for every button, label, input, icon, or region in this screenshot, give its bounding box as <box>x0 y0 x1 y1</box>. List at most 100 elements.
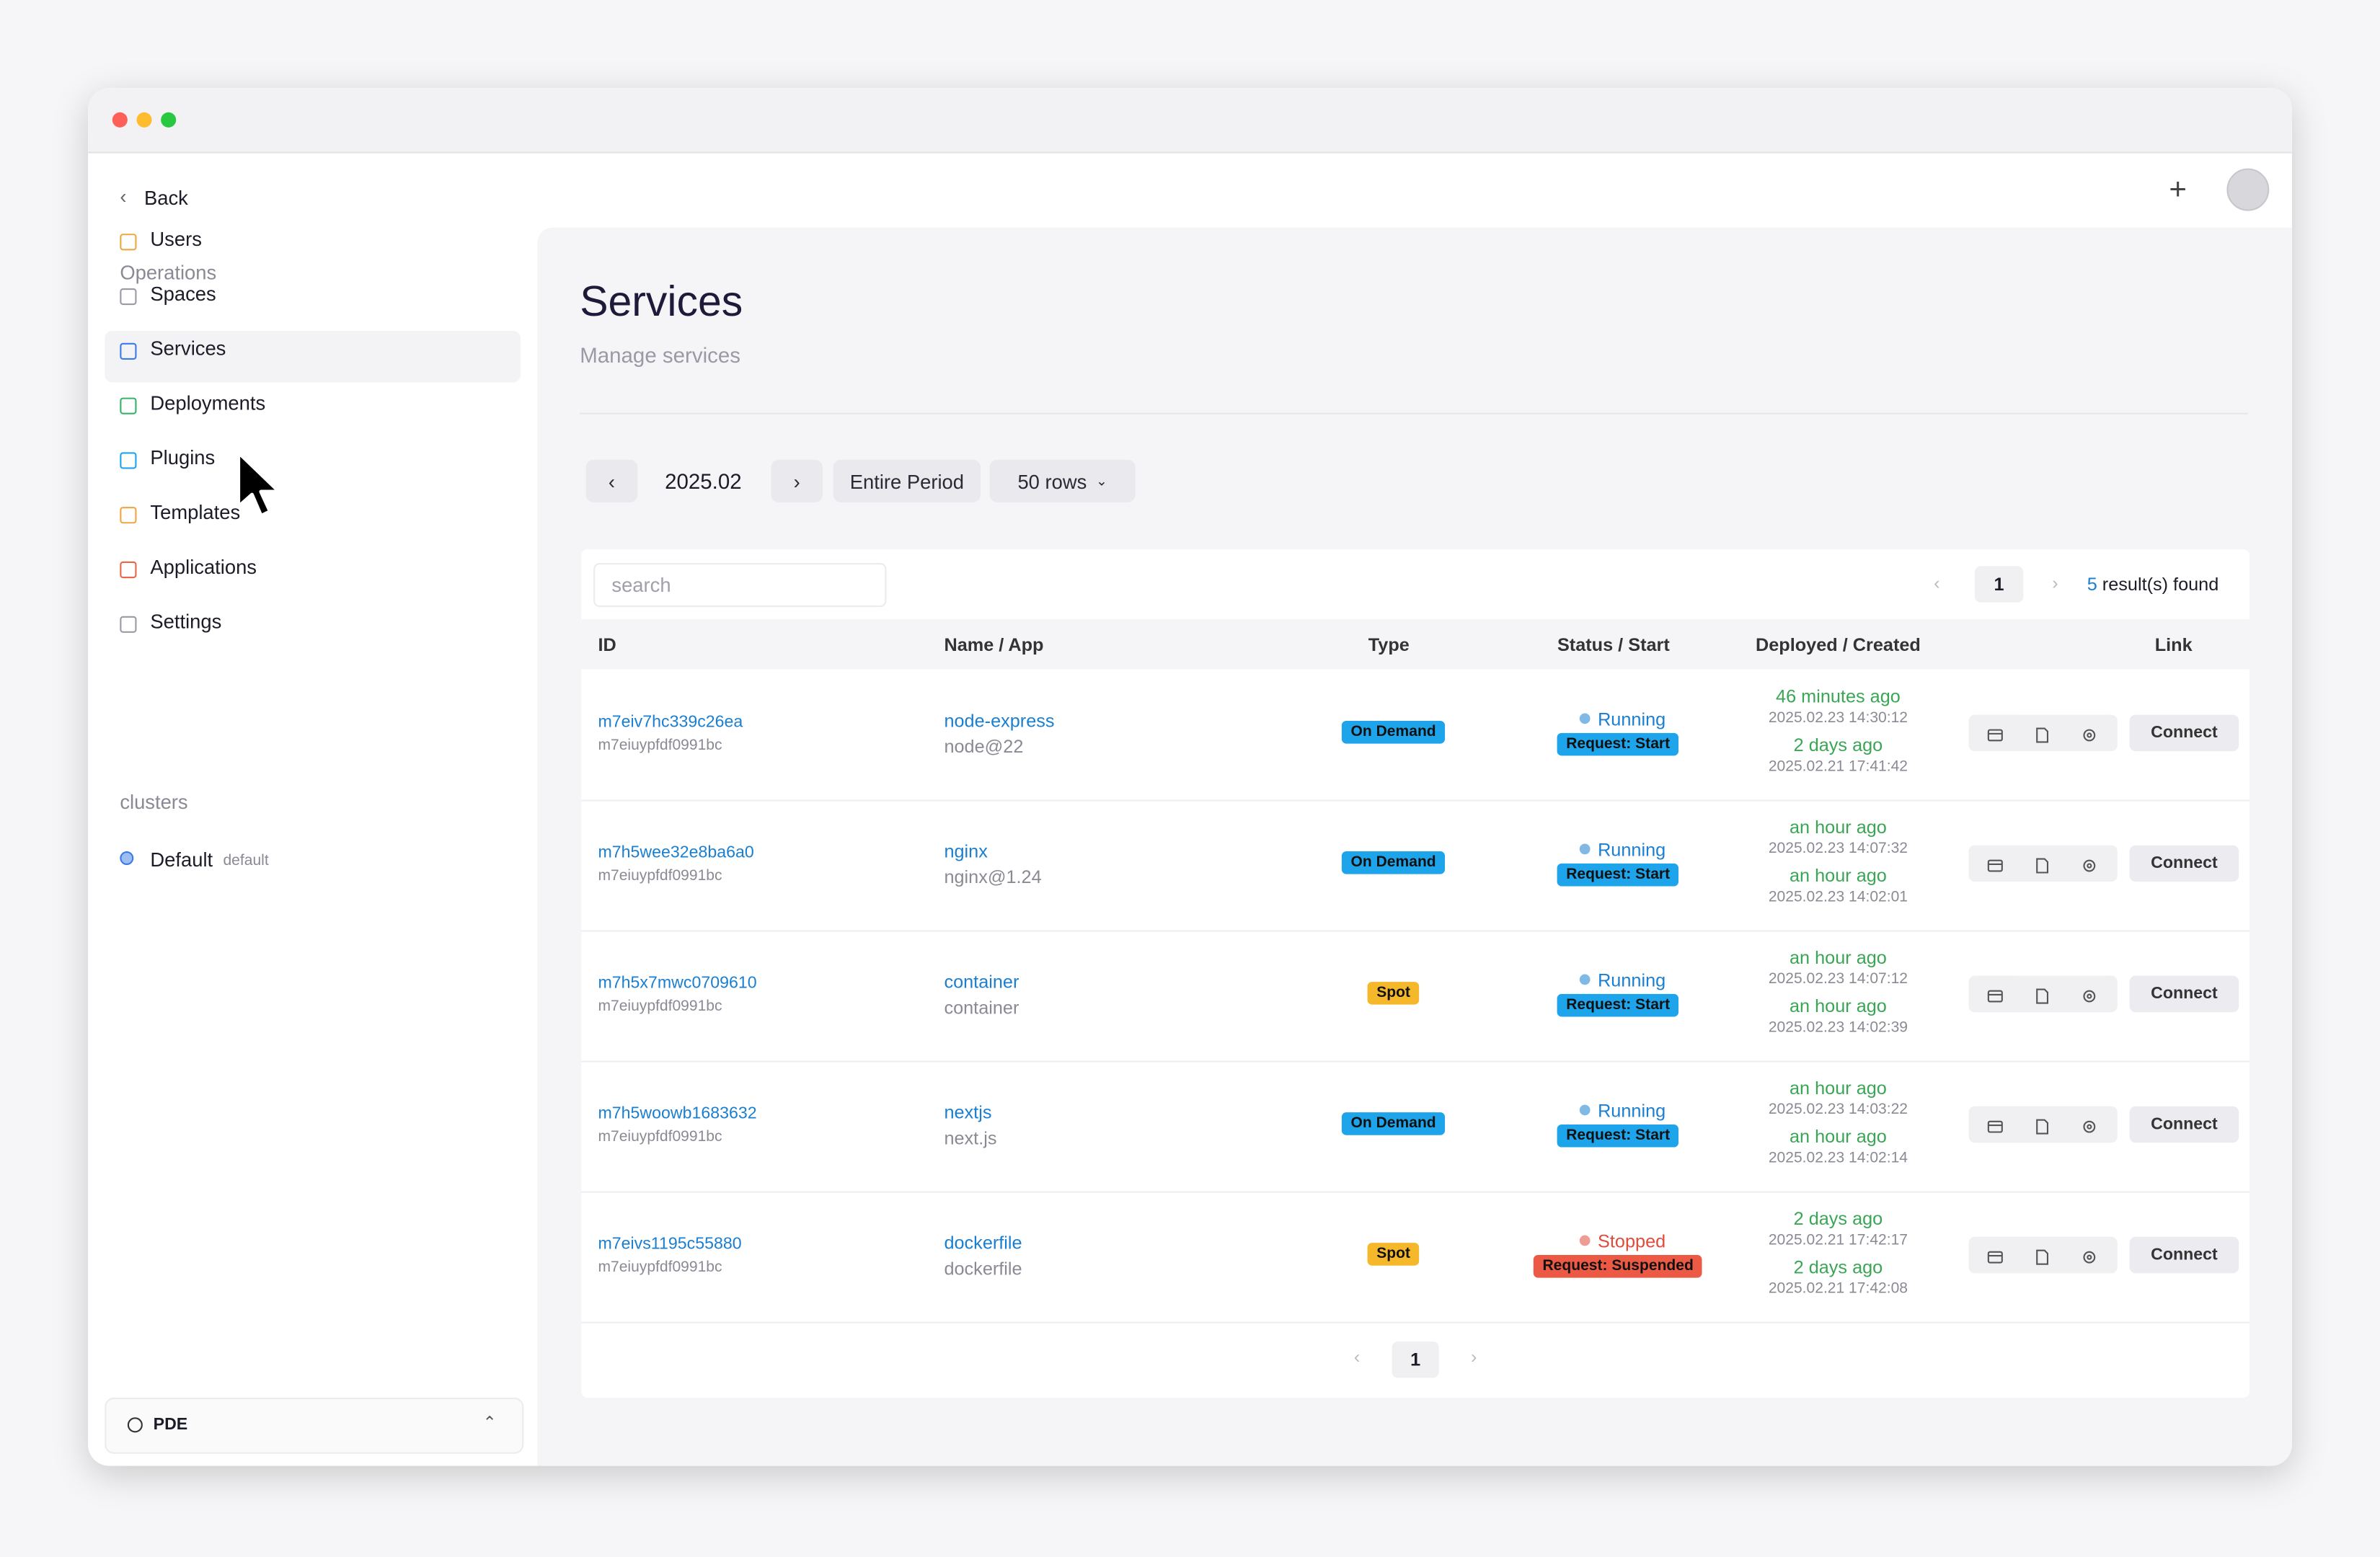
column-header: Name / App <box>944 634 1044 656</box>
service-name[interactable]: nginx <box>944 840 988 862</box>
action-icon[interactable] <box>2081 854 2097 872</box>
rows-label: 50 rows <box>1017 469 1087 493</box>
service-name[interactable]: dockerfile <box>944 1232 1022 1254</box>
status-dot <box>1579 713 1591 724</box>
app-name: node@22 <box>944 736 1024 758</box>
status: Stopped <box>1579 1230 1665 1252</box>
nav-item[interactable]: Services <box>150 337 226 360</box>
section-title: Operations <box>120 261 217 284</box>
action-icon[interactable] <box>1987 724 2004 742</box>
nav-item[interactable]: Deployments <box>150 391 266 414</box>
action-icon[interactable] <box>2081 985 2097 1003</box>
nav-icon <box>120 234 137 251</box>
nav-icon <box>120 452 137 469</box>
status: Running <box>1579 709 1665 730</box>
footer-box[interactable]: PDE ⌃ <box>105 1397 524 1454</box>
status: Running <box>1579 970 1665 991</box>
service-id[interactable]: m7h5wee32e8ba6a0 <box>598 843 754 862</box>
page-next[interactable]: › <box>2052 572 2058 594</box>
row-divider <box>581 1321 2250 1323</box>
action-icon[interactable] <box>2034 985 2051 1004</box>
column-header: Type <box>1368 634 1410 656</box>
maximize-dot[interactable] <box>161 112 177 128</box>
service-id[interactable]: m7eiv7hc339c26ea <box>598 713 743 732</box>
service-id[interactable]: m7eivs1195c55880 <box>598 1235 742 1254</box>
created-ago: an hour ago <box>1790 1126 1887 1148</box>
page-prev[interactable]: ‹ <box>1934 572 1940 594</box>
minimize-dot[interactable] <box>136 112 152 128</box>
connect-button[interactable]: Connect <box>2129 845 2239 882</box>
nav-item[interactable]: Plugins <box>150 445 216 469</box>
table-header <box>581 618 2250 670</box>
nav-item[interactable]: Users <box>150 227 202 251</box>
created-at: 2025.02.23 14:02:14 <box>1768 1150 1908 1167</box>
cluster-icon <box>120 851 134 865</box>
service-id[interactable]: m7h5x7mwc0709610 <box>598 974 757 993</box>
action-icon[interactable] <box>2081 1246 2097 1264</box>
status-dot <box>1579 1104 1591 1116</box>
rows-select[interactable]: 50 rows ⌄ <box>989 459 1136 502</box>
service-name[interactable]: node-express <box>944 710 1055 732</box>
footer-chevron: ⌃ <box>482 1414 497 1433</box>
action-icon[interactable] <box>2034 854 2051 874</box>
request-badge: Request: Suspended <box>1533 1255 1703 1278</box>
nav-item[interactable]: Settings <box>150 610 222 633</box>
app-name: dockerfile <box>944 1258 1022 1279</box>
action-icon[interactable] <box>1987 854 2004 872</box>
bottom-prev[interactable]: ‹ <box>1353 1346 1361 1367</box>
status-dot <box>1579 1235 1591 1246</box>
action-icon[interactable] <box>1987 1246 2004 1264</box>
page-title: Services <box>580 278 743 325</box>
app-name: nginx@1.24 <box>944 866 1042 888</box>
action-icon[interactable] <box>2081 724 2097 742</box>
action-icon[interactable] <box>2034 1246 2051 1265</box>
action-icon[interactable] <box>2081 1115 2097 1133</box>
cluster-name[interactable]: Default <box>150 848 213 871</box>
back-link[interactable]: Back <box>143 186 188 210</box>
page-current[interactable]: 1 <box>1974 566 2024 603</box>
service-name[interactable]: container <box>944 971 1019 993</box>
back-chevron[interactable]: ‹ <box>120 185 127 208</box>
window: + ‹ Back Operations clusters Default def… <box>88 88 2292 1466</box>
action-group <box>1968 1106 2118 1143</box>
nav-item[interactable]: Applications <box>150 555 257 579</box>
range-button[interactable]: Entire Period <box>833 459 981 502</box>
created-at: 2025.02.21 17:42:08 <box>1768 1280 1908 1298</box>
action-icon[interactable] <box>1987 1115 2004 1133</box>
cluster-tag: default <box>223 853 269 870</box>
avatar[interactable] <box>2226 168 2270 211</box>
connect-button[interactable]: Connect <box>2129 1236 2239 1274</box>
next-period[interactable]: › <box>771 459 823 502</box>
connect-button[interactable]: Connect <box>2129 714 2239 752</box>
column-header: Deployed / Created <box>1756 634 1921 656</box>
nav-item[interactable]: Spaces <box>150 282 216 306</box>
nav-item[interactable]: Templates <box>150 500 241 524</box>
created-ago: 2 days ago <box>1793 1256 1883 1278</box>
prev-period[interactable]: ‹ <box>585 459 638 502</box>
action-icon[interactable] <box>2034 1115 2051 1135</box>
action-group <box>1968 975 2118 1013</box>
search-input[interactable]: search <box>593 563 887 608</box>
bottom-next[interactable]: › <box>1470 1346 1477 1367</box>
connect-button[interactable]: Connect <box>2129 975 2239 1013</box>
close-dot[interactable] <box>112 112 128 128</box>
created-ago: an hour ago <box>1790 995 1887 1017</box>
deployed-at: 2025.02.23 14:07:12 <box>1768 971 1908 988</box>
connect-button[interactable]: Connect <box>2129 1106 2239 1143</box>
service-name[interactable]: nextjs <box>944 1101 992 1123</box>
action-icon[interactable] <box>2034 724 2051 743</box>
action-icon[interactable] <box>1987 985 2004 1003</box>
app-name: container <box>944 997 1019 1019</box>
row-divider <box>581 1060 2250 1063</box>
service-id[interactable]: m7h5woowb1683632 <box>598 1104 757 1123</box>
action-group <box>1968 845 2118 882</box>
deployed-at: 2025.02.23 14:30:12 <box>1768 710 1908 727</box>
created-at: 2025.02.21 17:41:42 <box>1768 758 1908 776</box>
bottom-page[interactable]: 1 <box>1392 1341 1439 1378</box>
table-card: search ‹ 1 › 5 result(s) found ‹ 1 › ID N… <box>581 549 2250 1398</box>
created-at: 2025.02.23 14:02:01 <box>1768 889 1908 906</box>
type-badge: Spot <box>1367 1243 1420 1266</box>
status: Running <box>1579 839 1665 861</box>
add-button[interactable]: + <box>2169 172 2187 207</box>
